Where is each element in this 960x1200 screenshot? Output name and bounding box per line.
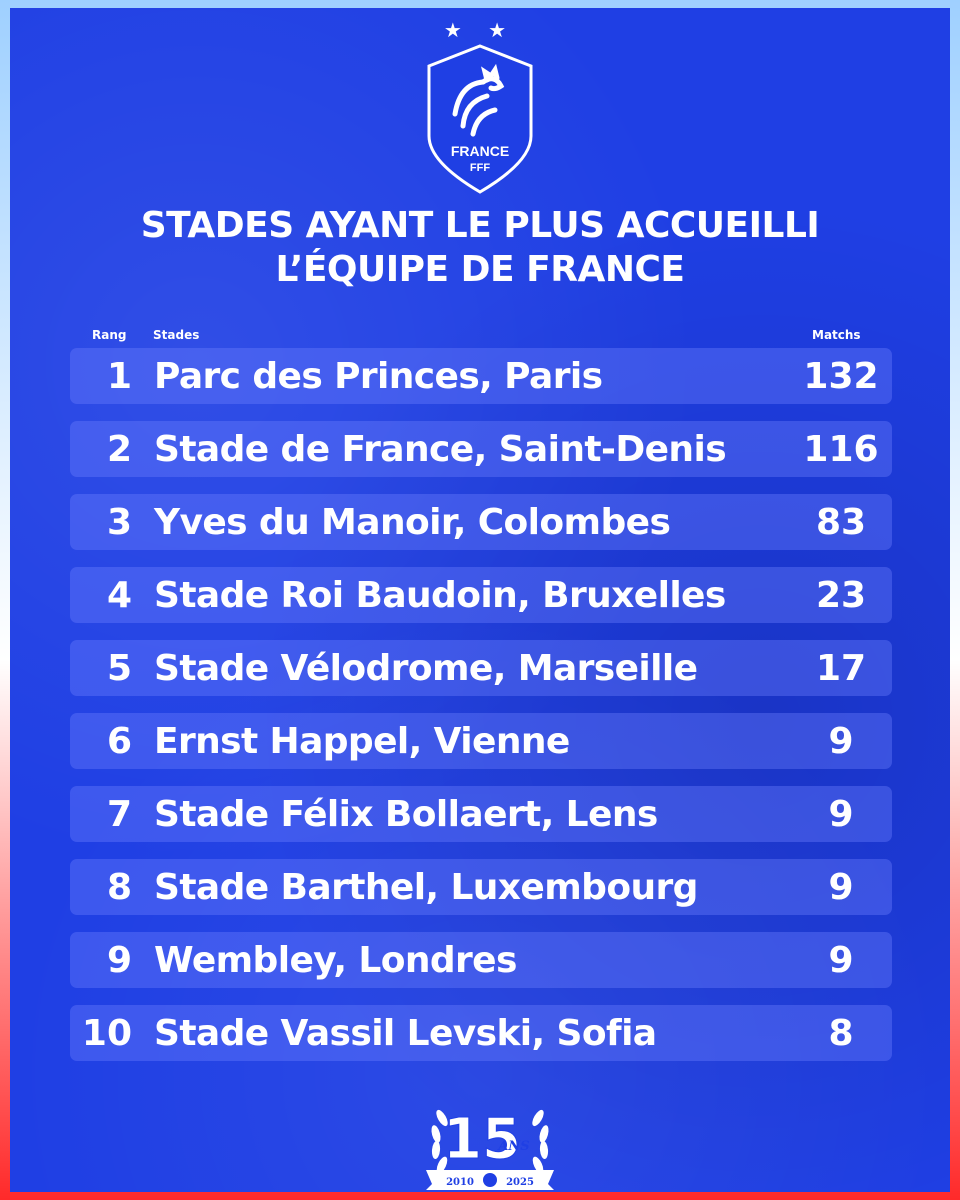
- logo-text-france: FRANCE: [451, 143, 509, 159]
- logo-text-fff: FFF: [470, 162, 490, 174]
- rank-cell: 8: [106, 867, 132, 908]
- stadium-cell: Ernst Happel, Vienne: [154, 721, 570, 762]
- table-row: 1 Parc des Princes, Paris 132: [70, 348, 892, 404]
- title-line-2: L’ÉQUIPE DE FRANCE: [275, 249, 686, 290]
- anniversary-year-end: 2025: [506, 1177, 534, 1188]
- anniversary-suffix: ANS: [496, 1139, 529, 1154]
- stadium-cell: Yves du Manoir, Colombes: [154, 502, 671, 543]
- poster: ★ ★ FRANCE FFF STADES AYANT LE PLUS ACCU…: [10, 8, 950, 1192]
- two-stars: ★ ★: [443, 18, 517, 42]
- anniversary-year-start: 2010: [446, 1177, 474, 1188]
- title-line-1: STADES AYANT LE PLUS ACCUEILLI: [140, 205, 820, 246]
- stadium-cell: Stade Vélodrome, Marseille: [154, 648, 698, 689]
- rank-cell: 10: [81, 1013, 132, 1054]
- stadium-cell: Stade Barthel, Luxembourg: [154, 867, 698, 908]
- laurel-icon: [431, 1109, 549, 1174]
- rank-cell: 6: [106, 721, 132, 762]
- rooster-icon: [452, 63, 505, 137]
- column-header-rank: Rang: [92, 328, 127, 342]
- ball-icon: [483, 1173, 497, 1187]
- matches-cell: 9: [828, 721, 854, 762]
- rank-cell: 3: [106, 502, 132, 543]
- stadium-cell: Stade Félix Bollaert, Lens: [154, 794, 658, 835]
- stadium-cell: Stade Roi Baudoin, Bruxelles: [154, 575, 726, 616]
- table-row: 3 Yves du Manoir, Colombes 83: [70, 494, 892, 550]
- matches-cell: 8: [828, 1013, 854, 1054]
- fff-logo: FRANCE FFF: [427, 44, 533, 194]
- rank-cell: 9: [106, 940, 132, 981]
- table-row: 6 Ernst Happel, Vienne 9: [70, 713, 892, 769]
- column-header-matches: Matchs: [812, 328, 861, 342]
- matches-cell: 9: [828, 867, 854, 908]
- table-row: 7 Stade Félix Bollaert, Lens 9: [70, 786, 892, 842]
- table-row: 2 Stade de France, Saint-Denis 116: [70, 421, 892, 477]
- rank-cell: 4: [106, 575, 132, 616]
- stadium-cell: Stade Vassil Levski, Sofia: [154, 1013, 657, 1054]
- rank-cell: 1: [106, 356, 132, 397]
- table-row: 10 Stade Vassil Levski, Sofia 8: [70, 1005, 892, 1061]
- anniversary-logo: 15 ANS 2010 2025: [426, 1107, 554, 1190]
- column-header-stadium: Stades: [153, 328, 200, 342]
- stadium-cell: Parc des Princes, Paris: [154, 356, 603, 397]
- rank-cell: 2: [106, 429, 132, 470]
- matches-cell: 17: [815, 648, 867, 689]
- matches-cell: 132: [803, 356, 879, 397]
- stadium-cell: Stade de France, Saint-Denis: [154, 429, 727, 470]
- matches-cell: 83: [815, 502, 867, 543]
- stadium-cell: Wembley, Londres: [154, 940, 517, 981]
- table-row: 4 Stade Roi Baudoin, Bruxelles 23: [70, 567, 892, 623]
- matches-cell: 9: [828, 940, 854, 981]
- table-row: 8 Stade Barthel, Luxembourg 9: [70, 859, 892, 915]
- page-title: STADES AYANT LE PLUS ACCUEILLI L’ÉQUIPE …: [10, 204, 950, 292]
- matches-cell: 9: [828, 794, 854, 835]
- matches-cell: 23: [815, 575, 867, 616]
- matches-cell: 116: [803, 429, 879, 470]
- table-row: 9 Wembley, Londres 9: [70, 932, 892, 988]
- anniversary-number: 15: [443, 1107, 521, 1172]
- table-row: 5 Stade Vélodrome, Marseille 17: [70, 640, 892, 696]
- rank-cell: 7: [106, 794, 132, 835]
- rank-cell: 5: [106, 648, 132, 689]
